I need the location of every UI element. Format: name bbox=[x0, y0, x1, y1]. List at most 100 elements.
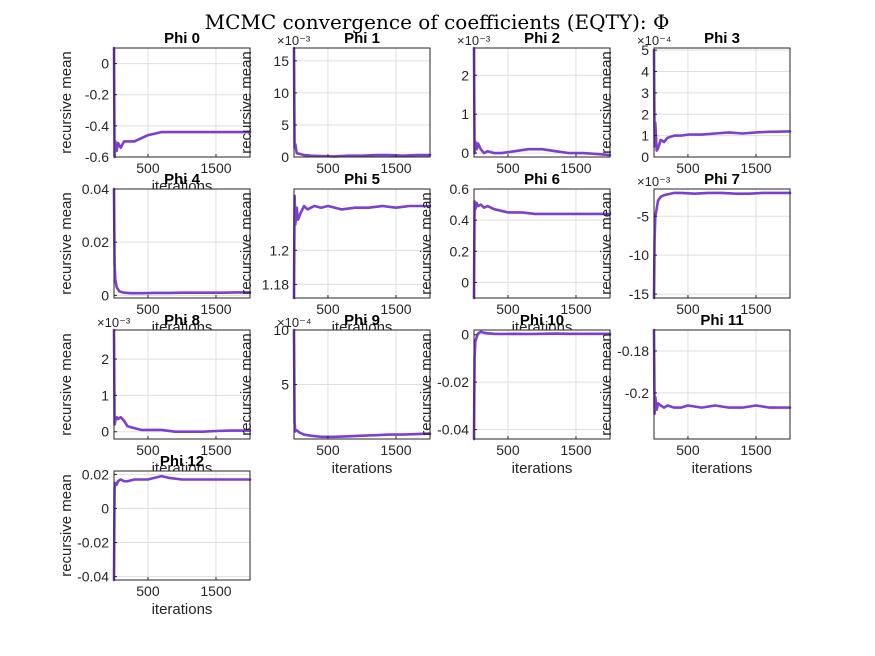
y-tick-label: 3 bbox=[641, 85, 649, 101]
axis-exponent: ×10⁻³ bbox=[637, 174, 671, 189]
x-tick-label: 1500 bbox=[200, 160, 231, 176]
subplot-title: Phi 2 bbox=[524, 30, 560, 47]
plot-area bbox=[474, 189, 610, 298]
subplot-12: 500 1500 -0.04 -0.02 0 0.02 Phi 12 iterations re… bbox=[58, 453, 252, 618]
y-tick-label: 0.4 bbox=[450, 212, 470, 228]
axes-frame bbox=[113, 47, 251, 158]
y-tick-label: -0.2 bbox=[625, 385, 649, 401]
y-axis-label: recursive mean bbox=[418, 333, 435, 436]
y-tick-label: 5 bbox=[281, 117, 289, 133]
x-tick-label: 500 bbox=[136, 160, 160, 176]
series-line bbox=[292, 194, 432, 300]
y-axis-label: recursive mean bbox=[58, 333, 75, 436]
x-axis-label: iterations bbox=[152, 601, 213, 618]
axes-frame bbox=[473, 329, 611, 440]
y-tick-label: -0.2 bbox=[85, 87, 109, 103]
y-axis-label: recursive mean bbox=[598, 192, 615, 295]
plot-area bbox=[114, 189, 250, 298]
y-tick-label: 10 bbox=[273, 322, 289, 338]
axis-exponent: ×10⁻³ bbox=[97, 315, 131, 330]
y-tick-label: 0 bbox=[641, 149, 649, 165]
subplot-title: Phi 10 bbox=[520, 312, 564, 329]
y-tick-label: 0.02 bbox=[82, 234, 109, 250]
y-tick-label: -15 bbox=[629, 286, 649, 302]
axes-frame bbox=[473, 47, 611, 158]
y-tick-label: -0.6 bbox=[85, 149, 109, 165]
y-tick-label: 0.04 bbox=[82, 181, 109, 197]
subplot-title: Phi 1 bbox=[344, 30, 380, 47]
series-line bbox=[112, 474, 252, 582]
subplot-10: 500 1500 -0.04 -0.02 0 Phi 10 iterations recurs… bbox=[418, 312, 612, 477]
y-axis-label: recursive mean bbox=[238, 51, 255, 154]
y-tick-label: 0 bbox=[101, 424, 109, 440]
x-tick-label: 1500 bbox=[380, 160, 411, 176]
subplot-title: Phi 12 bbox=[160, 453, 204, 470]
series-line bbox=[112, 46, 252, 159]
x-tick-label: 500 bbox=[316, 301, 340, 317]
axes-frame bbox=[473, 188, 611, 299]
axes-frame bbox=[113, 188, 251, 299]
x-axis-label: iterations bbox=[692, 460, 753, 477]
axes-frame bbox=[113, 329, 251, 440]
y-tick-label: 0.02 bbox=[82, 466, 109, 482]
y-tick-label: 0 bbox=[461, 145, 469, 161]
axes-frame bbox=[653, 188, 791, 299]
subplot-title: Phi 0 bbox=[164, 30, 200, 47]
x-tick-label: 500 bbox=[496, 442, 520, 458]
y-tick-label: 4 bbox=[641, 64, 649, 80]
axes-frame bbox=[293, 188, 431, 299]
plot-area bbox=[654, 48, 790, 157]
x-tick-label: 500 bbox=[496, 160, 520, 176]
plot-area bbox=[654, 189, 790, 298]
y-tick-label: 0.6 bbox=[450, 181, 470, 197]
series-line bbox=[112, 328, 252, 434]
plot-area bbox=[114, 48, 250, 157]
y-tick-label: -0.4 bbox=[85, 118, 109, 134]
axes-frame bbox=[113, 470, 251, 581]
series-line bbox=[652, 191, 792, 300]
series-line bbox=[652, 328, 792, 416]
y-axis-label: recursive mean bbox=[58, 51, 75, 154]
series-line bbox=[472, 46, 612, 157]
y-tick-label: 0 bbox=[101, 287, 109, 303]
subplot-title: Phi 3 bbox=[704, 30, 740, 47]
y-tick-label: 1 bbox=[641, 128, 649, 144]
x-tick-label: 500 bbox=[136, 583, 160, 599]
y-tick-label: -5 bbox=[637, 208, 650, 224]
y-axis-label: recursive mean bbox=[598, 51, 615, 154]
x-tick-label: 500 bbox=[676, 301, 700, 317]
plot-area bbox=[294, 48, 430, 157]
series-line bbox=[652, 48, 792, 152]
y-tick-label: 15 bbox=[273, 53, 289, 69]
y-tick-label: 0 bbox=[461, 274, 469, 290]
y-tick-label: -0.18 bbox=[617, 343, 649, 359]
y-tick-label: 10 bbox=[273, 85, 289, 101]
y-axis-label: recursive mean bbox=[418, 192, 435, 295]
subplot-9: 500 1500 5 10×10⁻⁴ Phi 9 iterations recursive … bbox=[238, 312, 432, 477]
subplot-title: Phi 5 bbox=[344, 171, 380, 188]
axis-exponent: ×10⁻³ bbox=[457, 33, 491, 48]
x-tick-label: 500 bbox=[676, 442, 700, 458]
plot-area bbox=[654, 330, 790, 439]
y-tick-label: 0 bbox=[101, 56, 109, 72]
x-tick-label: 500 bbox=[136, 301, 160, 317]
subplot-title: Phi 8 bbox=[164, 312, 200, 329]
y-tick-label: 2 bbox=[101, 351, 109, 367]
x-axis-label: iterations bbox=[332, 460, 393, 477]
x-tick-label: 1500 bbox=[740, 301, 771, 317]
axes-frame bbox=[653, 329, 791, 440]
axis-exponent: ×10⁻⁴ bbox=[277, 315, 312, 330]
y-tick-label: 5 bbox=[641, 42, 649, 58]
axis-exponent: ×10⁻⁴ bbox=[637, 33, 672, 48]
axis-exponent: ×10⁻³ bbox=[277, 33, 311, 48]
y-tick-label: 1.18 bbox=[262, 276, 289, 292]
y-tick-label: 5 bbox=[281, 377, 289, 393]
series-line bbox=[472, 200, 612, 300]
plot-area bbox=[114, 330, 250, 439]
x-tick-label: 1500 bbox=[380, 442, 411, 458]
x-tick-label: 1500 bbox=[200, 442, 231, 458]
plot-area bbox=[474, 48, 610, 157]
subplot-title: Phi 7 bbox=[704, 171, 740, 188]
